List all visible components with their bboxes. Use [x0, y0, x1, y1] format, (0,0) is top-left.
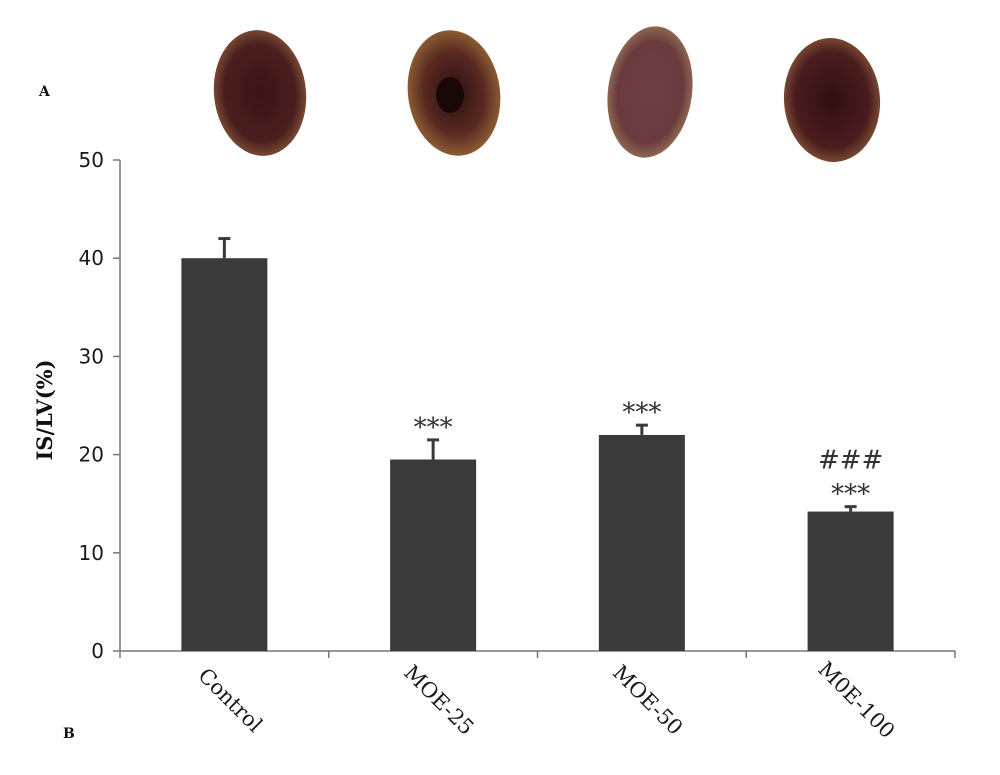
significance-annotations: *** *** *** ### [414, 398, 884, 510]
y-ticks: 0 10 20 30 40 50 [79, 148, 956, 663]
bars [181, 258, 894, 651]
significance-mark: *** [831, 480, 870, 510]
bar [181, 258, 268, 651]
significance-mark: *** [414, 413, 453, 443]
x-tick-labels: Control MOE-25 MOE-50 M0E-100 [193, 657, 899, 743]
heart-image-control [213, 30, 307, 156]
x-tick-label: MOE-50 [608, 660, 687, 739]
y-axis-label: IS/LV(%) [32, 359, 57, 460]
panel-label-b: B [63, 726, 75, 742]
x-tick-label: Control [193, 663, 267, 737]
bar [807, 511, 894, 651]
bar [390, 459, 477, 651]
significance-mark: ### [818, 446, 883, 476]
panel-label-a: A [38, 84, 51, 100]
heart-image-moe-100 [783, 38, 881, 162]
heart-image-moe-50 [607, 26, 693, 158]
x-tick-label: M0E-100 [813, 657, 899, 743]
y-tick-label: 40 [79, 246, 104, 270]
significance-mark: *** [622, 398, 661, 428]
y-tick-label: 50 [79, 148, 104, 172]
error-bars [218, 237, 857, 512]
bar [598, 434, 685, 651]
x-tick-label: MOE-25 [399, 660, 478, 739]
y-tick-label: 30 [79, 344, 104, 368]
y-tick-label: 0 [91, 639, 104, 663]
heart-image-moe-25-lesion [436, 77, 464, 113]
y-tick-label: 20 [79, 443, 104, 467]
heart-images [213, 26, 881, 162]
y-tick-label: 10 [79, 541, 104, 565]
